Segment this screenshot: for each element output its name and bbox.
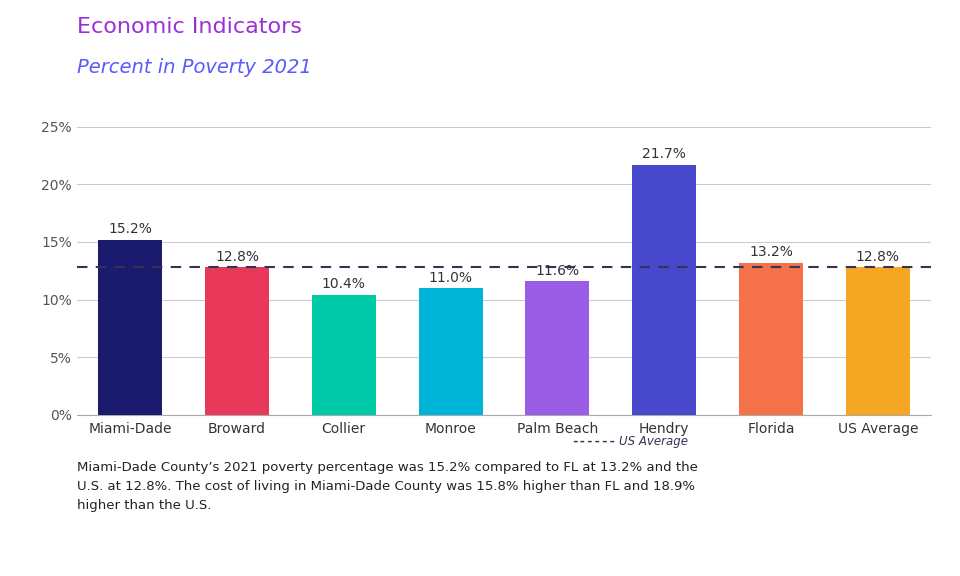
- Text: 10.4%: 10.4%: [322, 278, 366, 291]
- Text: Miami-Dade County’s 2021 poverty percentage was 15.2% compared to FL at 13.2% an: Miami-Dade County’s 2021 poverty percent…: [77, 461, 698, 512]
- Text: Percent in Poverty 2021: Percent in Poverty 2021: [77, 58, 312, 77]
- Text: Economic Indicators: Economic Indicators: [77, 17, 301, 37]
- Text: 21.7%: 21.7%: [642, 147, 686, 161]
- Text: US Average: US Average: [619, 435, 688, 448]
- Bar: [525, 281, 589, 415]
- Bar: [739, 263, 803, 415]
- Bar: [204, 267, 269, 415]
- Text: 12.8%: 12.8%: [855, 250, 900, 264]
- Bar: [312, 295, 375, 415]
- Bar: [632, 165, 696, 415]
- Text: 11.0%: 11.0%: [428, 271, 472, 285]
- Text: ------: ------: [571, 435, 616, 448]
- Text: 11.6%: 11.6%: [536, 264, 580, 278]
- Text: 13.2%: 13.2%: [749, 245, 793, 259]
- Text: 15.2%: 15.2%: [108, 222, 152, 236]
- Bar: [846, 267, 910, 415]
- Text: 12.8%: 12.8%: [215, 250, 259, 264]
- Bar: [419, 288, 483, 415]
- Bar: [98, 240, 162, 415]
